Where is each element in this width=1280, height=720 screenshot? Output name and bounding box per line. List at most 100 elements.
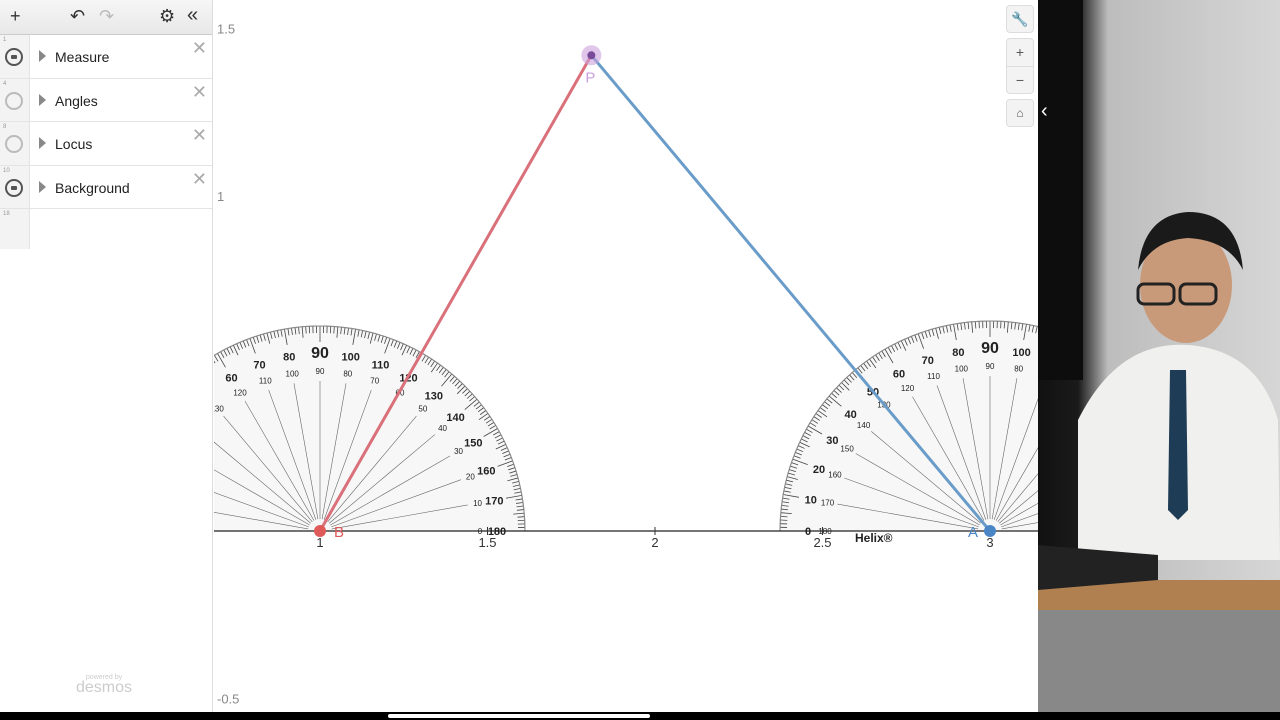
collapse-list-button[interactable]: « <box>187 4 199 26</box>
protractor-tick <box>904 338 908 346</box>
protractor-tick <box>475 404 482 410</box>
folder-visibility-icon[interactable] <box>5 48 23 66</box>
point-P[interactable] <box>587 51 596 60</box>
protractor-tick <box>214 360 216 364</box>
protractor-tick <box>510 474 518 477</box>
visibility-toggle-icon[interactable] <box>5 135 23 153</box>
protractor-label: 0 <box>805 526 811 538</box>
protractor-tick <box>793 455 801 459</box>
protractor-body <box>779 320 1038 532</box>
point-B[interactable] <box>314 525 326 537</box>
protractor-label: 80 <box>283 352 295 364</box>
protractor-tick <box>781 501 790 504</box>
protractor-tick <box>1014 322 1016 330</box>
desmos-app: + ↶ ↷ ⚙ « 1 Measure ✕ 4 Angles ✕ 8 Locus ✕ 10 Back… <box>0 0 1038 712</box>
expand-triangle-icon[interactable] <box>39 137 46 149</box>
protractor-ray <box>323 389 372 520</box>
protractor-tick <box>504 457 512 461</box>
protractor-tick <box>384 338 391 354</box>
delete-x-icon[interactable]: ✕ <box>191 168 207 189</box>
zoom-controls: + − <box>1006 38 1034 94</box>
expand-triangle-icon[interactable] <box>39 180 46 193</box>
expression-folder-background[interactable]: 10 Background ✕ <box>0 165 212 209</box>
protractor-tick <box>841 382 850 391</box>
protractor-tick <box>921 332 925 340</box>
delete-x-icon[interactable]: ✕ <box>191 38 207 58</box>
expression-folder-locus[interactable]: 8 Locus ✕ <box>0 122 212 166</box>
protractor-tick <box>507 463 514 467</box>
protractor-label: 100 <box>1012 347 1030 359</box>
folder-label: Background <box>55 179 130 196</box>
protractor-ray <box>998 490 1038 524</box>
folder-visibility-icon[interactable] <box>5 178 23 197</box>
protractor-inner-label: 130 <box>214 404 224 413</box>
protractor-tick <box>815 413 822 418</box>
expand-video-chevron-icon[interactable]: ‹ <box>1041 100 1048 122</box>
expression-folder-measure[interactable]: 1 Measure ✕ <box>0 35 212 79</box>
protractor-label: 70 <box>922 355 934 367</box>
graph-canvas[interactable]: 1800170101602015030140401305012060110701… <box>214 0 1038 712</box>
protractor-tick <box>438 367 444 374</box>
home-indicator <box>388 714 650 718</box>
protractor-tick <box>924 331 928 339</box>
delete-x-icon[interactable]: ✕ <box>191 125 207 145</box>
protractor-tick <box>900 340 907 351</box>
protractor-ray <box>855 453 980 526</box>
protractor-tick <box>869 358 877 369</box>
protractor-tick <box>374 333 377 341</box>
zoom-out-button[interactable]: − <box>1015 72 1025 88</box>
expand-triangle-icon[interactable] <box>39 93 46 106</box>
protractor-tick <box>881 350 886 358</box>
protractor-tick <box>894 343 899 351</box>
protractor-tick <box>960 322 963 331</box>
protractor-tick <box>427 358 432 366</box>
wrench-icon[interactable]: 🔧 <box>1006 5 1034 33</box>
protractor-tick <box>787 476 798 480</box>
protractor-tick <box>462 388 468 394</box>
protractor-ray <box>268 389 317 520</box>
protractor-tick <box>508 467 516 471</box>
delete-x-icon[interactable]: ✕ <box>191 81 207 102</box>
protractor-tick <box>343 327 346 335</box>
protractor-tick <box>964 322 966 330</box>
protractor-tick <box>851 372 858 379</box>
protractor-tick <box>454 380 461 387</box>
point-A[interactable] <box>984 525 996 537</box>
redo-button[interactable]: ↷ <box>99 6 115 26</box>
visibility-toggle-icon[interactable] <box>5 91 23 110</box>
y-tick-label: -0.5 <box>217 692 239 707</box>
protractor-ray <box>997 473 1038 523</box>
settings-gear-icon[interactable]: ⚙ <box>159 6 176 26</box>
protractor-tick <box>401 345 407 356</box>
protractor-tick <box>350 328 353 336</box>
protractor-tick <box>287 328 290 336</box>
protractor-tick <box>347 327 349 335</box>
home-icon[interactable]: ⌂ <box>1006 99 1034 127</box>
protractor-tick <box>236 343 240 351</box>
add-expression-button[interactable]: + <box>10 6 21 26</box>
protractor-tick <box>1010 322 1013 330</box>
expand-triangle-icon[interactable] <box>39 50 46 62</box>
expression-folder-angles[interactable]: 4 Angles ✕ <box>0 78 212 122</box>
protractor-tick <box>336 326 339 338</box>
protractor-tick <box>430 360 435 368</box>
protractor-inner-label: 90 <box>986 362 995 371</box>
protractor-label: 80 <box>952 347 964 359</box>
protractor-tick <box>390 339 394 347</box>
protractor-label: 170 <box>485 495 503 507</box>
protractor-tick <box>464 390 471 397</box>
protractor-tick <box>846 377 852 383</box>
protractor-tick <box>836 387 842 393</box>
protractor-inner-label: 80 <box>1014 365 1023 374</box>
protractor-tick <box>242 340 247 348</box>
protractor-ray <box>293 383 319 520</box>
protractor-tick <box>220 351 225 359</box>
protractor-tick <box>400 343 404 351</box>
protractor-tick <box>496 437 503 442</box>
protractor-inner-label: 170 <box>821 498 835 507</box>
zoom-in-button[interactable]: + <box>1007 39 1033 67</box>
undo-button[interactable]: ↶ <box>70 6 86 26</box>
empty-expression[interactable]: 18 <box>0 209 212 709</box>
protractor-tick <box>284 329 288 345</box>
protractor-tick <box>811 419 819 424</box>
